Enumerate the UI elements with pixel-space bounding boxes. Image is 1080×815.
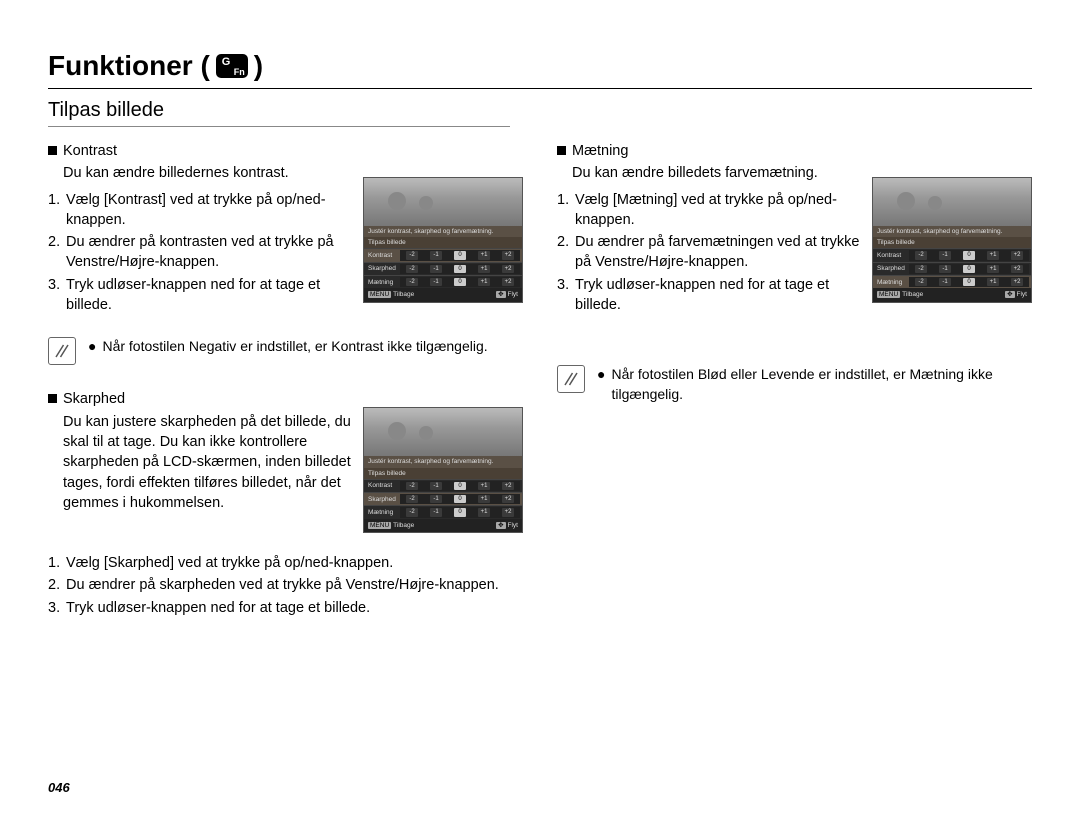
maetning-step-2: Du ændrer på farvemætningen ved at trykk… — [575, 232, 862, 273]
note-icon — [557, 365, 585, 393]
maetning-lcd: Justér kontrast, skarphed og farvemætnin… — [872, 177, 1032, 303]
maetning-heading: Mætning — [572, 141, 628, 161]
skarphed-step-2: Du ændrer på skarpheden ved at trykke på… — [66, 575, 499, 595]
skarphed-step-3: Tryk udløser-knappen ned for at tage et … — [66, 598, 370, 618]
kontrast-step-1: Vælg [Kontrast] ved at trykke på op/ned-… — [66, 190, 353, 231]
maetning-desc: Du kan ændre billedets farvemætning. — [572, 163, 862, 183]
section-title: Tilpas billede — [48, 99, 510, 127]
title-text: Funktioner ( — [48, 50, 210, 82]
skarphed-desc: Du kan justere skarpheden på det billede… — [63, 412, 353, 513]
kontrast-step-3: Tryk udløser-knappen ned for at tage et … — [66, 275, 353, 316]
right-column: Mætning Du kan ændre billedets farvemætn… — [557, 141, 1032, 620]
note-1: ●Når fotostilen Negativ er indstillet, e… — [48, 337, 523, 365]
skarphed-heading: Skarphed — [63, 389, 125, 409]
kontrast-block: Kontrast Du kan ændre billedernes kontra… — [48, 141, 523, 317]
kontrast-lcd: Justér kontrast, skarphed og farvemætnin… — [363, 177, 523, 303]
kontrast-heading: Kontrast — [63, 141, 117, 161]
title-close: ) — [254, 50, 263, 82]
page-title: Funktioner ( G ) — [48, 50, 1032, 89]
note-2: ●Når fotostilen Blød eller Levende er in… — [557, 365, 1032, 404]
left-column: Kontrast Du kan ændre billedernes kontra… — [48, 141, 523, 620]
skarphed-lcd: Justér kontrast, skarphed og farvemætnin… — [363, 407, 523, 533]
fn-icon: G — [216, 54, 248, 78]
kontrast-desc: Du kan ændre billedernes kontrast. — [63, 163, 353, 183]
note-icon — [48, 337, 76, 365]
note-2-text: Når fotostilen Blød eller Levende er ind… — [611, 365, 1032, 404]
square-bullet-icon — [48, 146, 57, 155]
note-1-text: Når fotostilen Negativ er indstillet, er… — [102, 337, 487, 365]
square-bullet-icon — [557, 146, 566, 155]
kontrast-step-2: Du ændrer på kontrasten ved at trykke på… — [66, 232, 353, 273]
page-number: 046 — [48, 780, 70, 795]
maetning-block: Mætning Du kan ændre billedets farvemætn… — [557, 141, 1032, 317]
maetning-step-3: Tryk udløser-knappen ned for at tage et … — [575, 275, 862, 316]
skarphed-step-1: Vælg [Skarphed] ved at trykke på op/ned-… — [66, 553, 393, 573]
skarphed-block: Skarphed Du kan justere skarpheden på de… — [48, 389, 523, 533]
maetning-step-1: Vælg [Mætning] ved at trykke på op/ned-k… — [575, 190, 862, 231]
square-bullet-icon — [48, 394, 57, 403]
